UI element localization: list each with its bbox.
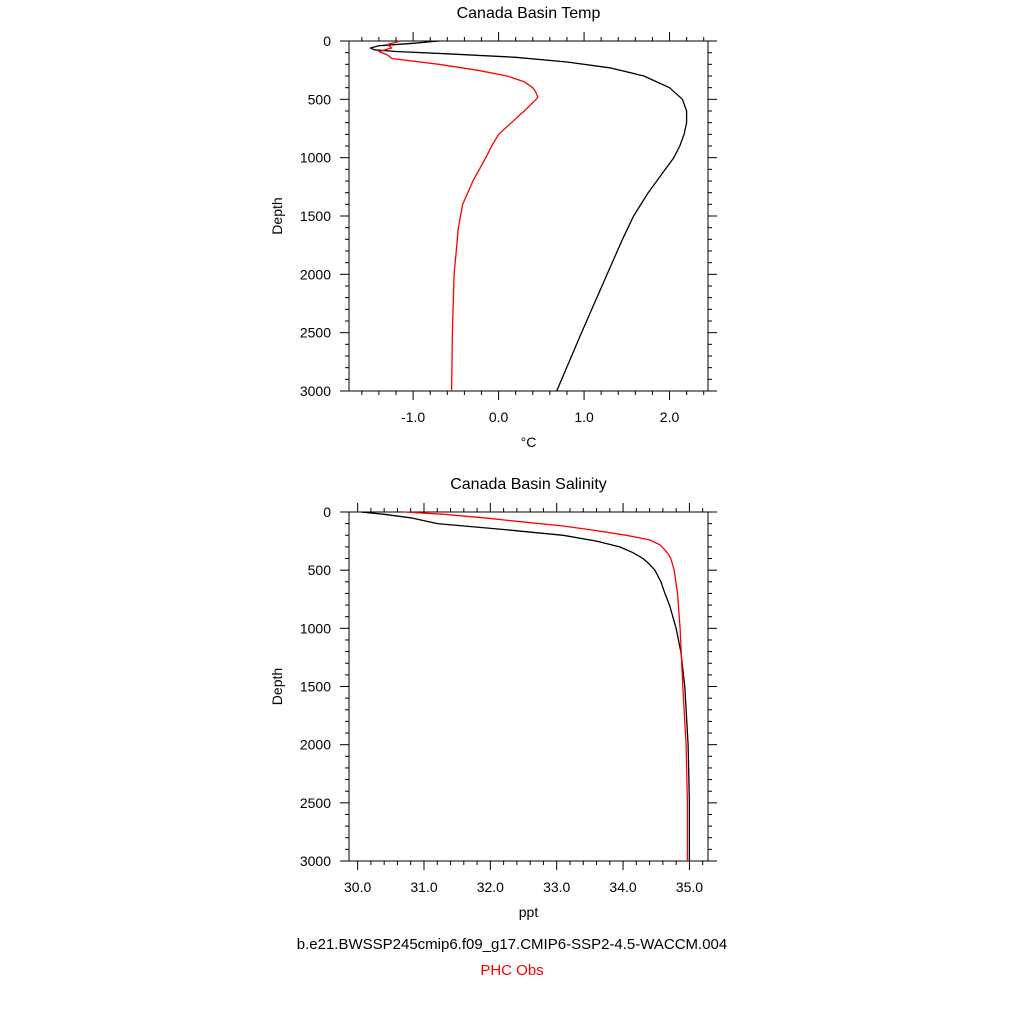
y-tick-label: 1500 [300,679,331,695]
y-tick-label: 1500 [300,208,331,224]
x-tick-label: 1.0 [574,409,594,425]
y-tick-label: 2000 [300,737,331,753]
y-axis-label: Depth [269,197,285,234]
y-tick-label: 3000 [300,383,331,399]
y-tick-label: 2500 [300,325,331,341]
y-tick-label: 2500 [300,795,331,811]
y-tick-label: 500 [308,91,332,107]
x-tick-label: 0.0 [489,409,509,425]
y-tick-label: 0 [323,33,331,49]
series-line-obs [404,511,689,861]
plot-frame [348,40,709,392]
chart-title: Canada Basin Temp [457,5,601,22]
x-tick-label: 2.0 [660,409,680,425]
x-tick-label: 31.0 [410,879,437,895]
y-tick-label: 2000 [300,266,331,282]
x-tick-label: 34.0 [609,879,636,895]
y-tick-label: 0 [323,504,331,520]
legend-obs-label: PHC Obs [480,962,544,979]
y-tick-label: 500 [308,562,332,578]
x-tick-label: 32.0 [477,879,504,895]
x-tick-label: 30.0 [344,879,371,895]
plot-frame [348,511,709,862]
y-tick-label: 1000 [300,150,331,166]
series-line-model [360,511,691,861]
chart-1: 0 500 1000 1500 2000 2500 3000 -1.0 0.0 1.0 2.0 Can… [269,5,717,450]
x-tick-label: -1.0 [401,409,425,425]
x-tick-label: 35.0 [676,879,703,895]
y-tick-label: 3000 [300,853,331,869]
series-line-obs [378,40,539,392]
chart-title: Canada Basin Salinity [450,476,607,493]
y-tick-label: 1000 [300,620,331,636]
series-line-model [369,40,688,392]
x-axis-label: ppt [519,904,539,920]
y-axis-label: Depth [269,668,285,705]
x-axis-label: °C [521,434,537,450]
legend-model-label: b.e21.BWSSP245cmip6.f09_g17.CMIP6-SSP2-4… [296,936,728,953]
x-tick-label: 33.0 [543,879,570,895]
chart-2: 0 500 1000 1500 2000 2500 3000 30.0 31.0 32.0 33.0… [269,476,717,920]
